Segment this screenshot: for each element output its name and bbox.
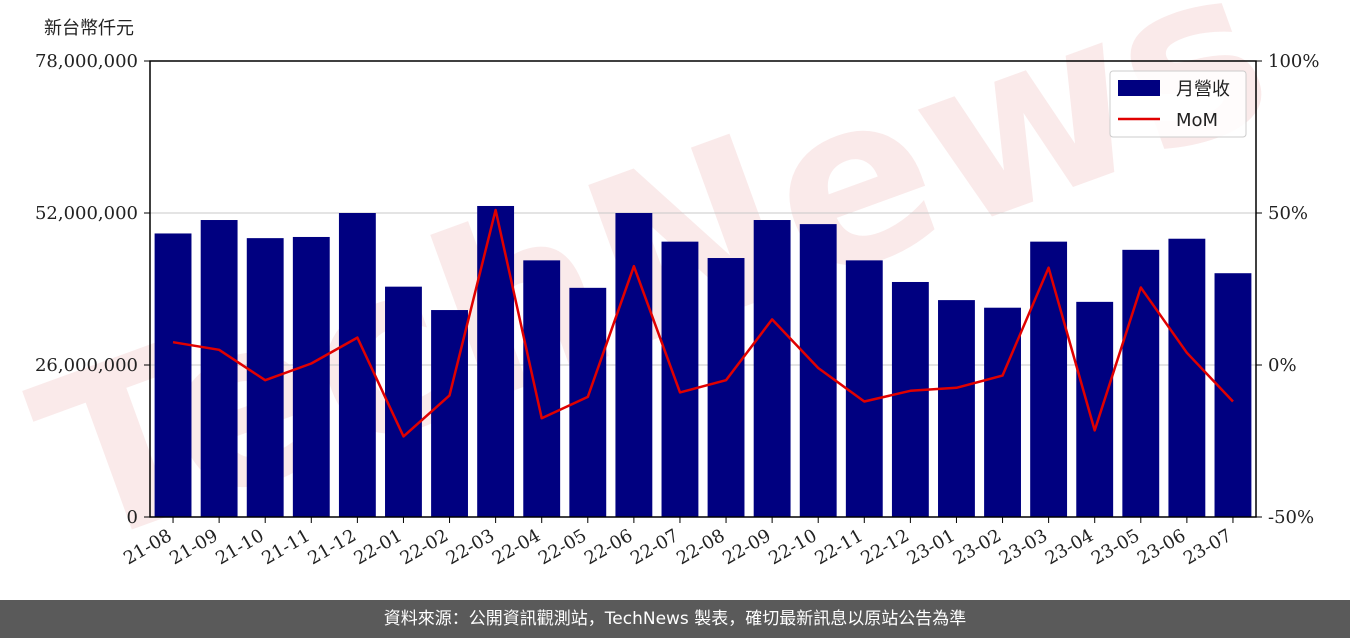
footer-source-note: 資料來源：公開資訊觀測站，TechNews 製表，確切最新訊息以原站公告為準 [0,600,1350,638]
x-tick-label: 23-02 [950,525,1005,569]
x-tick-label: 22-05 [535,525,590,569]
bar [292,236,330,517]
bar [385,286,422,517]
y-tick-label-left: 78,000,000 [35,51,138,72]
bar [799,224,837,517]
legend-label-mom: MoM [1176,110,1218,131]
x-tick-label: 23-03 [996,525,1051,569]
bar [661,241,699,517]
bar [1076,301,1114,517]
x-tick-label: 22-03 [443,525,498,569]
x-tick-label: 22-12 [857,525,912,569]
x-tick-label: 23-04 [1042,525,1097,569]
plot-frame [149,60,1257,518]
bar [984,307,1021,517]
x-tick-label: 23-07 [1180,525,1235,569]
bar [1122,249,1160,518]
x-tick-label: 22-09 [719,525,774,569]
x-tick-label: 22-02 [397,525,452,569]
y-tick-label-left: 26,000,000 [35,355,138,376]
x-tick-label: 23-01 [904,525,959,569]
bar [1214,273,1252,517]
grid [150,212,1256,366]
line-series [172,208,1234,438]
bar [845,260,883,517]
x-tick-label: 22-01 [351,525,406,569]
y-axis-unit-label: 新台幣仟元 [44,18,134,39]
x-tick-label: 22-06 [581,525,636,569]
x-tick-label: 22-08 [673,525,728,569]
y-tick-label-right: -50% [1268,507,1314,528]
x-tick-label: 22-04 [489,525,544,569]
x-tick-label: 23-05 [1088,525,1143,569]
x-tick-label: 22-10 [765,525,820,569]
bar-series [154,205,1252,518]
y-tick-label-left: 0 [127,507,138,528]
bar [154,233,192,517]
bar [200,220,238,517]
bar [891,281,929,517]
bar [707,258,745,517]
legend-label-revenue: 月營收 [1176,79,1230,100]
x-tick-label: 22-07 [627,525,682,569]
bar [246,238,284,517]
legend: 月營收 MoM [1109,70,1247,138]
y-tick-label-right: 50% [1268,203,1308,224]
x-tick-label: 21-12 [304,525,359,569]
bar [523,260,561,517]
bar [1168,238,1206,517]
y-tick-label-right: 100% [1268,51,1319,72]
chart: TechNews 026,000,00052,000,00078,000,000… [6,0,1320,600]
bar [753,220,791,517]
bar [1030,241,1068,517]
x-tick-label: 22-11 [811,525,866,569]
bar [477,205,515,517]
bar [615,213,653,517]
legend-bar-swatch [1118,80,1160,96]
mom-line [172,208,1234,438]
bar [938,300,975,517]
y-tick-label-right: 0% [1268,355,1297,376]
y-tick-label-left: 52,000,000 [35,203,138,224]
x-tick-label: 23-06 [1134,525,1189,569]
